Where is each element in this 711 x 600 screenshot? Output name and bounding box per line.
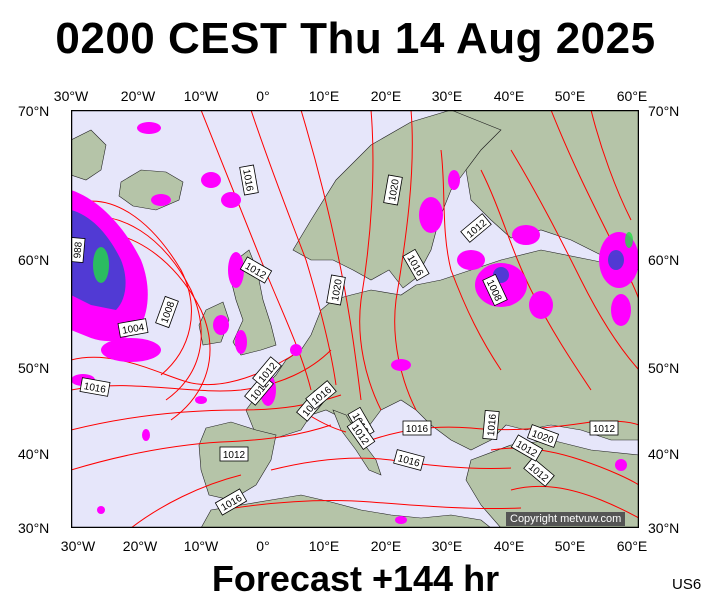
lat-label-left: 60°N [18,252,50,268]
isobar-label: 1020 [387,178,402,202]
lon-label-bottom: 30°E [431,538,463,554]
precipitation-core [93,232,633,283]
lon-label-top: 20°W [120,88,156,104]
map-title: 0200 CEST Thu 14 Aug 2025 [55,14,656,63]
lon-label-bottom: 50°E [554,538,586,554]
lon-label-bottom: 0° [256,538,270,554]
lon-label-top: 40°E [493,88,525,104]
lon-label-top: 30°E [431,88,463,104]
map-frame [71,110,639,528]
lon-label-bottom: 30°W [60,538,96,554]
copyright-badge: Copyright metvuw.com [506,512,626,526]
lat-label-right: 60°N [648,252,680,268]
lat-label-left: 30°N [18,520,50,536]
isobar-label: 1016 [240,168,255,192]
lon-label-bottom: 40°E [493,538,525,554]
lon-label-top: 20°E [370,88,402,104]
lon-label-bottom: 10°E [308,538,340,554]
lon-label-bottom: 20°W [122,538,158,554]
lon-label-bottom: 60°E [616,538,648,554]
isobar-labels: 1016 1012 1020 1016 1012 1012 1008 1004 … [71,164,619,516]
lat-label-right: 70°N [648,103,680,119]
weather-map: 1016 1012 1020 1016 1012 1012 1008 1004 … [71,110,639,528]
land-greenland [71,129,107,181]
isobar-label: 1016 [83,381,107,396]
isobar-label: 1012 [223,450,246,461]
lon-label-top: 30°W [53,88,89,104]
lon-label-top: 10°W [183,88,219,104]
isobar-label: 1020 [330,278,345,302]
model-tag: US6 [672,576,702,593]
isobar-label: 1012 [593,424,616,435]
lon-label-bottom: 20°E [370,538,402,554]
isobar-label: 1004 [121,322,145,337]
lat-label-left: 40°N [18,446,50,462]
lat-label-right: 50°N [648,360,680,376]
isobar-label: 1016 [486,413,499,437]
land-finland-russia [450,110,639,271]
lat-label-right: 40°N [648,446,680,462]
isobar-label: 988 [72,241,84,259]
lat-label-right: 30°N [648,520,680,536]
lon-label-top: 60°E [616,88,648,104]
isobar-label: 1016 [406,424,429,435]
lon-label-top: 10°E [308,88,340,104]
lon-label-top: 0° [256,88,270,104]
lat-label-left: 50°N [18,360,50,376]
lon-label-bottom: 10°W [183,538,219,554]
lat-label-left: 70°N [18,103,50,119]
forecast-label: Forecast +144 hr [211,558,500,599]
lon-label-top: 50°E [554,88,586,104]
